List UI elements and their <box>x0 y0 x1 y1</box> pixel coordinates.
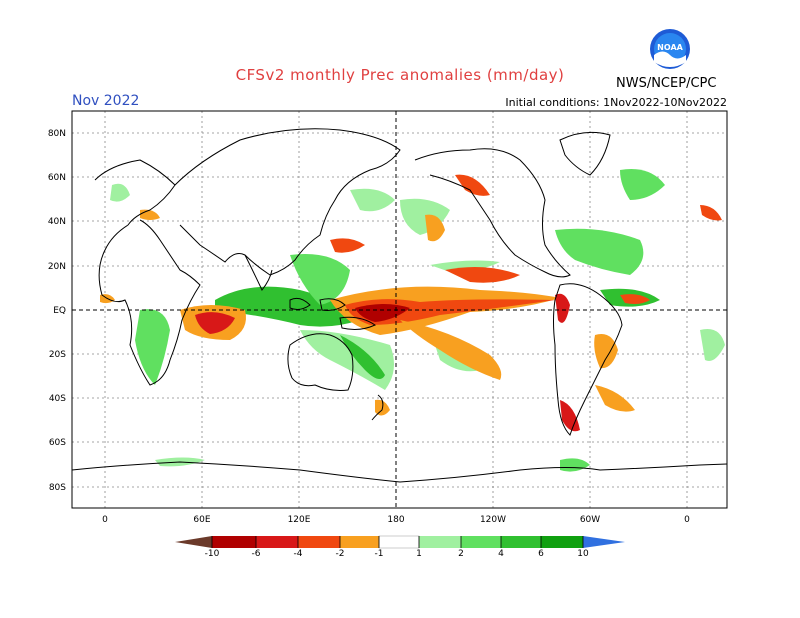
wet-anomalies <box>110 169 725 472</box>
initial-conditions: Initial conditions: 1Nov2022-10Nov2022 <box>505 96 727 109</box>
colorbar-segment <box>378 535 420 549</box>
colorbar-segment <box>461 536 501 548</box>
colorbar-tick: -2 <box>336 549 345 559</box>
lon-label: 60W <box>580 515 600 525</box>
colorbar-tick: 1 <box>416 549 422 559</box>
noaa-logo: NOAA <box>650 29 690 69</box>
lat-label: 20S <box>49 350 66 360</box>
colorbar-segment <box>256 536 298 548</box>
lon-label: 0 <box>102 515 108 525</box>
map-frame <box>71 110 728 509</box>
lat-axis: 80N 60N 40N 20N EQ 20S 40S 60S 80S <box>48 129 66 493</box>
lon-axis: 0 60E 120E 180 120W 60W 0 <box>102 515 690 525</box>
lat-label: 40S <box>49 394 66 404</box>
colorbar-segment-lt-minus10 <box>175 536 212 548</box>
lat-label: 80S <box>49 483 66 493</box>
colorbar-tick: -1 <box>375 549 384 559</box>
lon-label: 180 <box>387 515 404 525</box>
colorbar-segment <box>501 536 541 548</box>
coastlines <box>72 128 727 483</box>
colorbar-segment <box>541 536 583 548</box>
colorbar-tick: 4 <box>498 549 504 559</box>
colorbar-segment <box>298 536 340 548</box>
lon-label: 120W <box>480 515 506 525</box>
colorbar-tick: 2 <box>458 549 464 559</box>
colorbar-segment <box>340 536 379 548</box>
chart-title: CFSv2 monthly Prec anomalies (mm/day) <box>235 66 565 84</box>
dry-anomalies <box>100 174 722 432</box>
colorbar-segment-gt10 <box>583 536 625 548</box>
agency-label: NWS/NCEP/CPC <box>616 76 717 91</box>
colorbar-segment <box>212 536 256 548</box>
colorbar-tick: 6 <box>538 549 544 559</box>
lat-label: 60S <box>49 438 66 448</box>
lat-label: 80N <box>48 129 66 139</box>
colorbar: -10 -6 -4 -2 -1 1 2 4 6 10 <box>175 535 625 559</box>
forecast-month: Nov 2022 <box>72 93 140 109</box>
lon-label: 120E <box>288 515 311 525</box>
lon-label: 0 <box>684 515 690 525</box>
lon-label: 60E <box>193 515 210 525</box>
colorbar-tick: -6 <box>252 549 261 559</box>
colorbar-tick: -4 <box>294 549 303 559</box>
colorbar-tick: 10 <box>577 549 589 559</box>
colorbar-segment <box>419 536 461 548</box>
lat-label: 60N <box>48 173 66 183</box>
lat-label: EQ <box>53 306 66 316</box>
colorbar-tick: -10 <box>205 549 220 559</box>
noaa-logo-text: NOAA <box>657 43 683 52</box>
lat-label: 20N <box>48 262 66 272</box>
lat-label: 40N <box>48 217 66 227</box>
